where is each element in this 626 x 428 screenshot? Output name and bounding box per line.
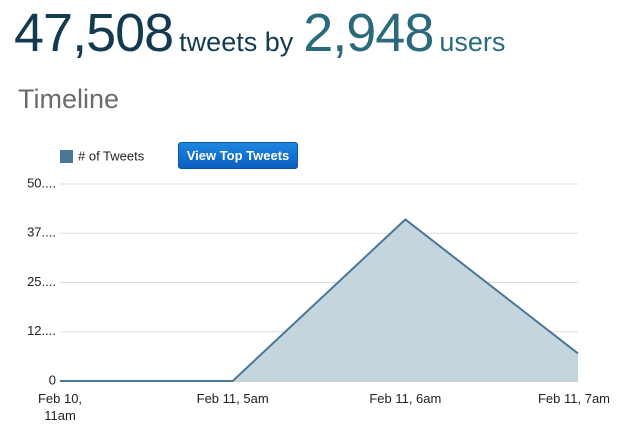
view-top-tweets-button[interactable]: View Top Tweets (178, 142, 298, 169)
legend-swatch (60, 150, 73, 163)
stats: 47,508 tweets by 2,948 users (14, 2, 515, 64)
user-count: 2,948 (303, 3, 434, 63)
section-title: Timeline (18, 84, 120, 114)
line (60, 218, 579, 382)
x-tick-label: Feb 10, 11am (37, 391, 83, 423)
legend-label: # of Tweets (78, 148, 145, 163)
y-tick-label: 0 (49, 372, 56, 387)
users-label: users (439, 27, 506, 57)
tweets-label: tweets by (179, 27, 294, 57)
y-tick-label: 50.... (27, 175, 56, 190)
y-tick-label: 37.... (27, 225, 56, 240)
x-tick-label: Feb 11, 5am (196, 391, 269, 406)
y-tick-label: 12.... (27, 323, 56, 338)
tweet-count: 47,508 (14, 3, 174, 63)
x-tick-label: Feb 11, 7am (537, 391, 611, 406)
y-tick-label: 25.... (27, 274, 56, 289)
x-tick-label: Feb 11, 6am (369, 391, 442, 406)
